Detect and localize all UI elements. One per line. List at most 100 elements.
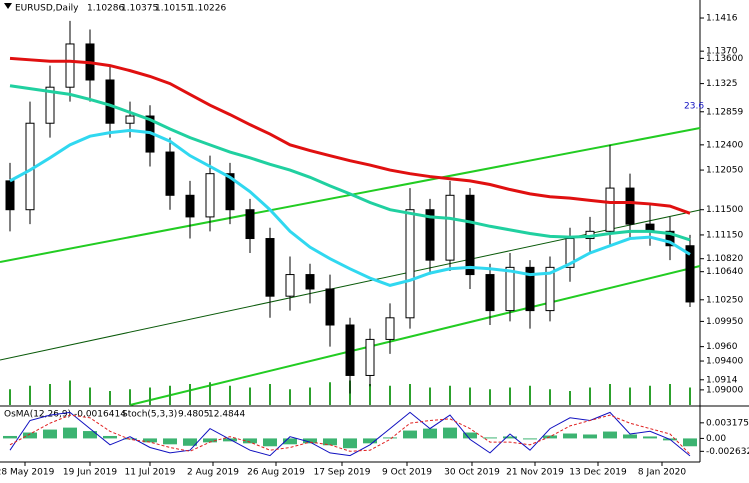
candle-body bbox=[525, 266, 535, 312]
osma-bar bbox=[363, 438, 377, 444]
candle-body bbox=[185, 194, 195, 218]
osma-bar bbox=[423, 428, 437, 439]
volume-bar bbox=[109, 391, 111, 405]
osma-bar bbox=[383, 437, 397, 439]
volume-bar bbox=[509, 387, 511, 405]
x-tick-label: 19 Jun 2019 bbox=[63, 468, 117, 478]
candle-body bbox=[125, 115, 135, 124]
osma-bar bbox=[83, 431, 97, 439]
quote: 1.10286 bbox=[87, 4, 124, 14]
x-tick-label: 26 Aug 2019 bbox=[247, 468, 305, 478]
osma-bar bbox=[683, 438, 697, 447]
candle-body bbox=[285, 274, 295, 297]
osma-name: OsMA(12,26,9) bbox=[4, 410, 71, 420]
x-tick-label: 28 May 2019 bbox=[0, 468, 55, 478]
volume-bar bbox=[189, 384, 191, 405]
osma-bar bbox=[623, 434, 637, 439]
candle-body bbox=[485, 274, 495, 312]
osma-bar bbox=[203, 438, 217, 443]
candle-body bbox=[105, 79, 115, 124]
y-tick-label: 0.00 bbox=[706, 434, 726, 444]
candle-body bbox=[365, 338, 375, 376]
osma-bar bbox=[563, 433, 577, 439]
candle-body bbox=[425, 209, 435, 261]
osma-bar bbox=[103, 435, 117, 439]
chart-title: EURUSD,Daily bbox=[15, 4, 79, 14]
volume-bar bbox=[129, 389, 131, 405]
stoch-line bbox=[9, 411, 691, 457]
osma-bar bbox=[603, 431, 617, 439]
osma-bar bbox=[523, 438, 537, 440]
moving-average bbox=[9, 84, 691, 242]
osma-bar bbox=[503, 436, 517, 439]
volume-bar bbox=[429, 387, 431, 405]
fibo-label: 23.6 bbox=[684, 102, 704, 112]
volume-bar bbox=[389, 385, 391, 405]
y-tick-label: -0.002632 bbox=[706, 447, 749, 457]
candle-body bbox=[245, 209, 255, 240]
volume-bar bbox=[469, 387, 471, 405]
moving-average bbox=[9, 128, 691, 287]
y-tick-label: 1.1370 bbox=[706, 47, 738, 57]
osma-bar bbox=[263, 438, 277, 447]
osma-bar bbox=[243, 438, 257, 444]
osma-bar bbox=[143, 438, 157, 443]
volume-bar bbox=[9, 389, 11, 405]
volume-bar bbox=[369, 384, 371, 405]
x-tick-label: 8 Jan 2020 bbox=[638, 468, 686, 478]
candle-body bbox=[465, 194, 475, 276]
osma-bar bbox=[463, 432, 477, 439]
stoch-value: 12.4844 bbox=[208, 410, 245, 420]
y-tick-label: 1.12050 bbox=[706, 166, 743, 176]
quote: 1.10151 bbox=[155, 4, 192, 14]
volume-bar bbox=[149, 387, 151, 405]
stoch-value: 9.4805 bbox=[178, 410, 210, 420]
volume-bar bbox=[169, 385, 171, 405]
x-tick-label: 2 Aug 2019 bbox=[187, 468, 239, 478]
x-tick-label: 17 Sep 2019 bbox=[313, 468, 370, 478]
y-tick-label: 1.09000 bbox=[706, 385, 743, 395]
volume-bar bbox=[29, 385, 31, 405]
candle-body bbox=[205, 173, 215, 218]
volume-bar bbox=[549, 389, 551, 405]
volume-bar bbox=[489, 389, 491, 405]
y-tick-label: 1.12400 bbox=[706, 140, 743, 150]
volume-bar bbox=[329, 382, 331, 405]
x-tick-label: 13 Dec 2019 bbox=[569, 468, 627, 478]
x-tick-label: 21 Nov 2019 bbox=[506, 468, 564, 478]
header-icon bbox=[4, 3, 12, 9]
quote: 1.10226 bbox=[189, 4, 226, 14]
osma-bar bbox=[63, 427, 77, 439]
y-tick-label: 1.1325 bbox=[706, 79, 738, 89]
candle-body bbox=[345, 324, 355, 376]
stoch-name: Stoch(5,3,3) bbox=[122, 410, 177, 420]
y-tick-label: 1.11500 bbox=[706, 205, 743, 215]
y-tick-label: 1.09950 bbox=[706, 317, 743, 327]
osma-bar bbox=[583, 434, 597, 439]
osma-bar bbox=[3, 435, 17, 439]
volume-bar bbox=[449, 385, 451, 405]
volume-bar bbox=[669, 384, 671, 405]
volume-bar bbox=[209, 382, 211, 405]
candle-body bbox=[325, 288, 335, 326]
y-tick-label: 1.10640 bbox=[706, 267, 743, 277]
candle-body bbox=[405, 209, 415, 319]
volume-bar bbox=[409, 384, 411, 405]
volume-bar bbox=[49, 384, 51, 405]
trend-line bbox=[0, 209, 701, 361]
y-tick-label: 0.0031752 bbox=[706, 418, 749, 428]
x-tick-label: 11 Jul 2019 bbox=[125, 468, 176, 478]
candle-body bbox=[545, 266, 555, 312]
osma-bar bbox=[43, 429, 57, 439]
candle-body bbox=[605, 187, 615, 232]
candle-body bbox=[225, 173, 235, 211]
y-tick-label: 1.0960 bbox=[706, 342, 738, 352]
volume-bar bbox=[609, 384, 611, 405]
candle-body bbox=[685, 245, 695, 303]
osma-bar bbox=[323, 438, 337, 446]
osma-bar bbox=[163, 438, 177, 445]
y-tick-label: 1.0914 bbox=[706, 375, 738, 385]
osma-bar bbox=[443, 427, 457, 439]
volume-bar bbox=[229, 385, 231, 405]
